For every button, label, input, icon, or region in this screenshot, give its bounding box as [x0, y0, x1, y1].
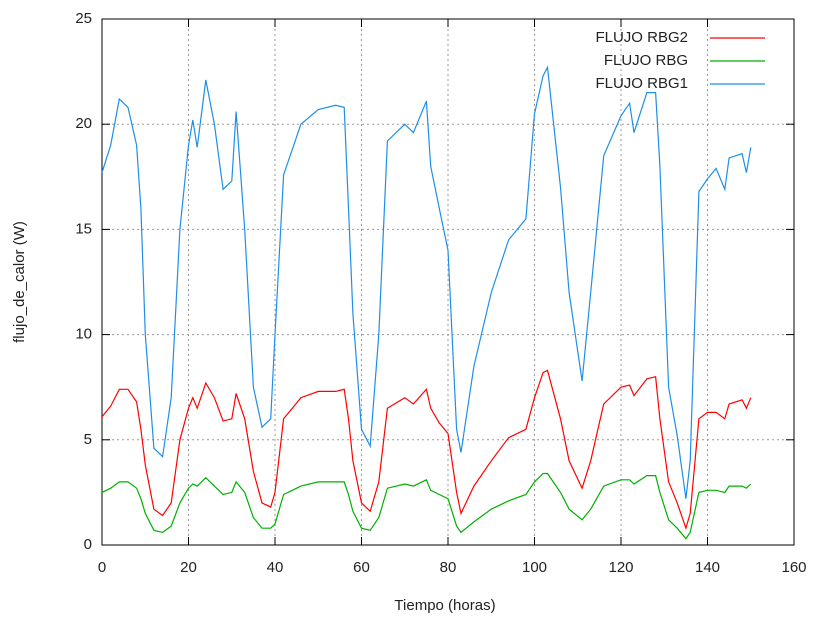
x-tick-label: 120	[608, 559, 633, 576]
series-line	[101, 472, 752, 540]
x-tick-label: 160	[781, 559, 806, 576]
y-tick-label: 25	[75, 10, 92, 27]
y-tick-label: 0	[84, 536, 92, 553]
series-line	[101, 65, 752, 499]
y-tick-label: 15	[75, 220, 92, 237]
x-tick-label: 80	[440, 559, 457, 576]
x-tick-label: 0	[98, 559, 106, 576]
plot-frame	[101, 18, 795, 546]
y-tick-label: 10	[75, 326, 92, 343]
x-tick-label: 100	[522, 559, 547, 576]
series-line	[101, 369, 752, 531]
y-axis-label: flujo_de_calor (W)	[11, 221, 28, 343]
x-axis-label: Tiempo (horas)	[394, 597, 495, 614]
x-tick-label: 40	[267, 559, 284, 576]
x-tick-label: 60	[353, 559, 370, 576]
legend-label: FLUJO RBG1	[595, 75, 688, 92]
x-tick-label: 140	[695, 559, 720, 576]
y-tick-label: 20	[75, 115, 92, 132]
legend-label: FLUJO RBG2	[595, 29, 688, 46]
x-tick-label: 20	[180, 559, 197, 576]
legend-label: FLUJO RBG	[604, 52, 688, 69]
y-tick-label: 5	[84, 431, 92, 448]
